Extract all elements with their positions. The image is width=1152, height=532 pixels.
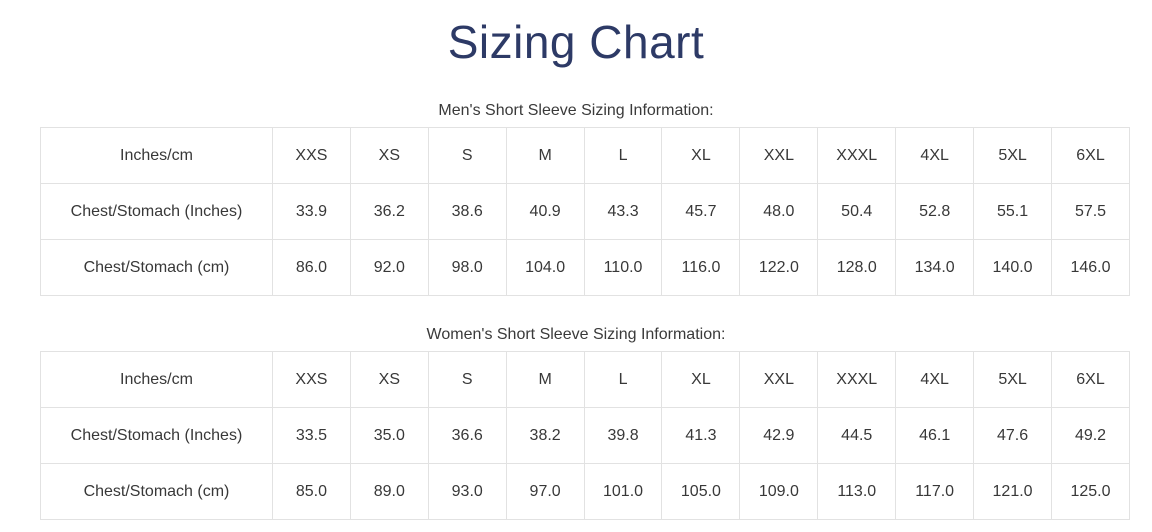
size-column-header: L xyxy=(583,127,663,185)
size-column-header: XXXL xyxy=(817,351,897,409)
table-row: Chest/Stomach (Inches) 33.5 35.0 36.6 38.2 39… xyxy=(40,407,1130,465)
measurement-cell: 38.6 xyxy=(427,183,507,241)
table-row: Chest/Stomach (cm) 85.0 89.0 93.0 97.0 101.0 1… xyxy=(40,463,1130,521)
unit-column-header: Inches/cm xyxy=(40,127,273,185)
size-column-header: XS xyxy=(349,351,429,409)
measurement-cell: 44.5 xyxy=(817,407,897,465)
womens-sizing-section: Women's Short Sleeve Sizing Information:… xyxy=(0,325,1152,521)
header-row: Inches/cm XXS XS S M L XL XXL XXXL 4XL 5XL 6XL xyxy=(40,127,1130,185)
size-column-header: S xyxy=(427,127,507,185)
measurement-cell: 35.0 xyxy=(349,407,429,465)
measurement-cell: 36.2 xyxy=(349,183,429,241)
table-row: Chest/Stomach (cm) 86.0 92.0 98.0 104.0 110.0… xyxy=(40,239,1130,297)
measurement-cell: 55.1 xyxy=(973,183,1053,241)
size-column-header: M xyxy=(505,351,585,409)
measurement-cell: 49.2 xyxy=(1051,407,1130,465)
measurement-cell: 48.0 xyxy=(739,183,819,241)
size-column-header: 4XL xyxy=(895,127,975,185)
size-column-header: M xyxy=(505,127,585,185)
measurement-cell: 39.8 xyxy=(583,407,663,465)
size-column-header: 5XL xyxy=(973,127,1053,185)
measurement-cell: 125.0 xyxy=(1051,463,1130,521)
header-row: Inches/cm XXS XS S M L XL XXL XXXL 4XL 5XL 6XL xyxy=(40,351,1130,409)
measurement-cell: 109.0 xyxy=(739,463,819,521)
measurement-cell: 116.0 xyxy=(661,239,741,297)
measurement-cell: 36.6 xyxy=(427,407,507,465)
measurement-cell: 92.0 xyxy=(349,239,429,297)
measurement-cell: 89.0 xyxy=(349,463,429,521)
measurement-cell: 93.0 xyxy=(427,463,507,521)
womens-section-heading: Women's Short Sleeve Sizing Information: xyxy=(426,326,726,344)
measurement-cell: 52.8 xyxy=(895,183,975,241)
measurement-cell: 42.9 xyxy=(739,407,819,465)
size-column-header: XS xyxy=(349,127,429,185)
table-row: Chest/Stomach (Inches) 33.9 36.2 38.6 40.9 43… xyxy=(40,183,1130,241)
unit-column-header: Inches/cm xyxy=(40,351,273,409)
size-column-header: 5XL xyxy=(973,351,1053,409)
size-column-header: XXS xyxy=(271,127,351,185)
measurement-cell: 38.2 xyxy=(505,407,585,465)
measurement-cell: 101.0 xyxy=(583,463,663,521)
size-column-header: XL xyxy=(661,127,741,185)
row-label: Chest/Stomach (cm) xyxy=(40,239,273,297)
measurement-cell: 113.0 xyxy=(817,463,897,521)
measurement-cell: 104.0 xyxy=(505,239,585,297)
measurement-cell: 85.0 xyxy=(271,463,351,521)
size-column-header: 6XL xyxy=(1051,127,1130,185)
measurement-cell: 86.0 xyxy=(271,239,351,297)
measurement-cell: 122.0 xyxy=(739,239,819,297)
size-column-header: 4XL xyxy=(895,351,975,409)
measurement-cell: 57.5 xyxy=(1051,183,1130,241)
size-column-header: L xyxy=(583,351,663,409)
womens-sizing-table: Inches/cm XXS XS S M L XL XXL XXXL 4XL 5XL 6XL Chest… xyxy=(40,351,1130,521)
row-label: Chest/Stomach (cm) xyxy=(40,463,273,521)
measurement-cell: 33.5 xyxy=(271,407,351,465)
measurement-cell: 140.0 xyxy=(973,239,1053,297)
size-column-header: XXL xyxy=(739,351,819,409)
measurement-cell: 41.3 xyxy=(661,407,741,465)
measurement-cell: 128.0 xyxy=(817,239,897,297)
measurement-cell: 98.0 xyxy=(427,239,507,297)
size-column-header: S xyxy=(427,351,507,409)
size-column-header: XL xyxy=(661,351,741,409)
row-label: Chest/Stomach (Inches) xyxy=(40,407,273,465)
size-column-header: XXS xyxy=(271,351,351,409)
mens-sizing-table: Inches/cm XXS XS S M L XL XXL XXXL 4XL 5XL 6XL Chest… xyxy=(40,127,1130,297)
measurement-cell: 33.9 xyxy=(271,183,351,241)
measurement-cell: 47.6 xyxy=(973,407,1053,465)
measurement-cell: 40.9 xyxy=(505,183,585,241)
measurement-cell: 45.7 xyxy=(661,183,741,241)
measurement-cell: 43.3 xyxy=(583,183,663,241)
measurement-cell: 46.1 xyxy=(895,407,975,465)
row-label: Chest/Stomach (Inches) xyxy=(40,183,273,241)
mens-sizing-section: Men's Short Sleeve Sizing Information: I… xyxy=(0,101,1152,297)
measurement-cell: 105.0 xyxy=(661,463,741,521)
measurement-cell: 97.0 xyxy=(505,463,585,521)
mens-section-heading: Men's Short Sleeve Sizing Information: xyxy=(438,101,714,119)
page-title: Sizing Chart xyxy=(447,16,705,68)
measurement-cell: 121.0 xyxy=(973,463,1053,521)
measurement-cell: 146.0 xyxy=(1051,239,1130,297)
size-column-header: XXXL xyxy=(817,127,897,185)
measurement-cell: 134.0 xyxy=(895,239,975,297)
size-column-header: 6XL xyxy=(1051,351,1130,409)
measurement-cell: 117.0 xyxy=(895,463,975,521)
measurement-cell: 110.0 xyxy=(583,239,663,297)
measurement-cell: 50.4 xyxy=(817,183,897,241)
size-column-header: XXL xyxy=(739,127,819,185)
